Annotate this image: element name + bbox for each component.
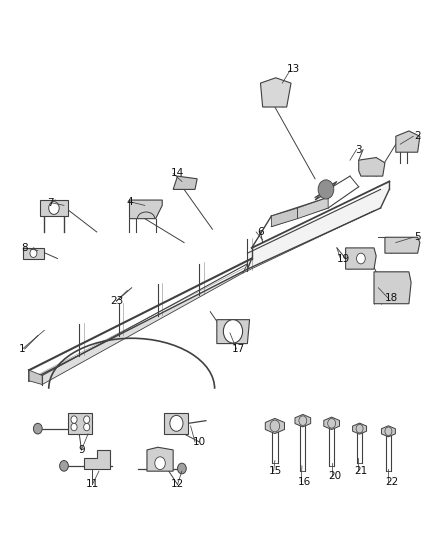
Polygon shape — [164, 413, 188, 434]
Text: 15: 15 — [269, 466, 283, 476]
Text: 20: 20 — [328, 472, 341, 481]
Polygon shape — [29, 269, 247, 384]
Circle shape — [49, 201, 59, 214]
Text: 12: 12 — [171, 480, 184, 489]
Polygon shape — [359, 158, 385, 176]
Circle shape — [30, 249, 37, 257]
Text: 17: 17 — [232, 344, 245, 354]
Circle shape — [318, 180, 334, 199]
Polygon shape — [130, 200, 162, 219]
Text: 3: 3 — [355, 144, 362, 155]
Polygon shape — [68, 413, 92, 434]
Polygon shape — [272, 208, 297, 227]
Circle shape — [155, 457, 165, 470]
Text: 10: 10 — [193, 437, 206, 447]
Polygon shape — [42, 181, 389, 384]
Text: 21: 21 — [354, 466, 367, 476]
Text: 11: 11 — [86, 480, 99, 489]
Circle shape — [84, 416, 90, 423]
Circle shape — [357, 253, 365, 264]
Text: 2: 2 — [414, 131, 421, 141]
Text: 9: 9 — [78, 445, 85, 455]
Text: 23: 23 — [110, 296, 123, 306]
Circle shape — [170, 415, 183, 431]
Circle shape — [33, 423, 42, 434]
Circle shape — [71, 423, 77, 431]
Polygon shape — [324, 417, 339, 430]
Polygon shape — [374, 272, 411, 304]
Polygon shape — [40, 200, 68, 216]
Polygon shape — [147, 447, 173, 471]
Text: 6: 6 — [257, 227, 264, 237]
Circle shape — [84, 423, 90, 431]
Text: 18: 18 — [385, 293, 398, 303]
Text: 14: 14 — [171, 168, 184, 179]
Circle shape — [60, 461, 68, 471]
Polygon shape — [297, 197, 328, 219]
Text: 22: 22 — [385, 477, 398, 487]
Polygon shape — [84, 450, 110, 469]
Circle shape — [177, 463, 186, 474]
Text: 13: 13 — [286, 64, 300, 74]
Polygon shape — [261, 78, 291, 107]
Polygon shape — [295, 415, 311, 427]
Polygon shape — [265, 418, 285, 433]
Text: 8: 8 — [21, 243, 28, 253]
Polygon shape — [353, 423, 367, 434]
Polygon shape — [315, 181, 337, 200]
Text: 1: 1 — [19, 344, 26, 354]
Circle shape — [71, 416, 77, 423]
Text: 16: 16 — [297, 477, 311, 487]
Polygon shape — [381, 426, 396, 437]
Polygon shape — [217, 320, 250, 344]
Polygon shape — [29, 370, 42, 384]
Polygon shape — [346, 248, 376, 269]
Text: 5: 5 — [414, 232, 421, 243]
Polygon shape — [385, 237, 420, 253]
Circle shape — [223, 320, 243, 343]
Polygon shape — [22, 248, 44, 259]
Polygon shape — [173, 176, 197, 189]
Text: 7: 7 — [48, 198, 54, 208]
Polygon shape — [396, 131, 420, 152]
Text: 4: 4 — [126, 197, 133, 207]
Text: 19: 19 — [337, 254, 350, 263]
